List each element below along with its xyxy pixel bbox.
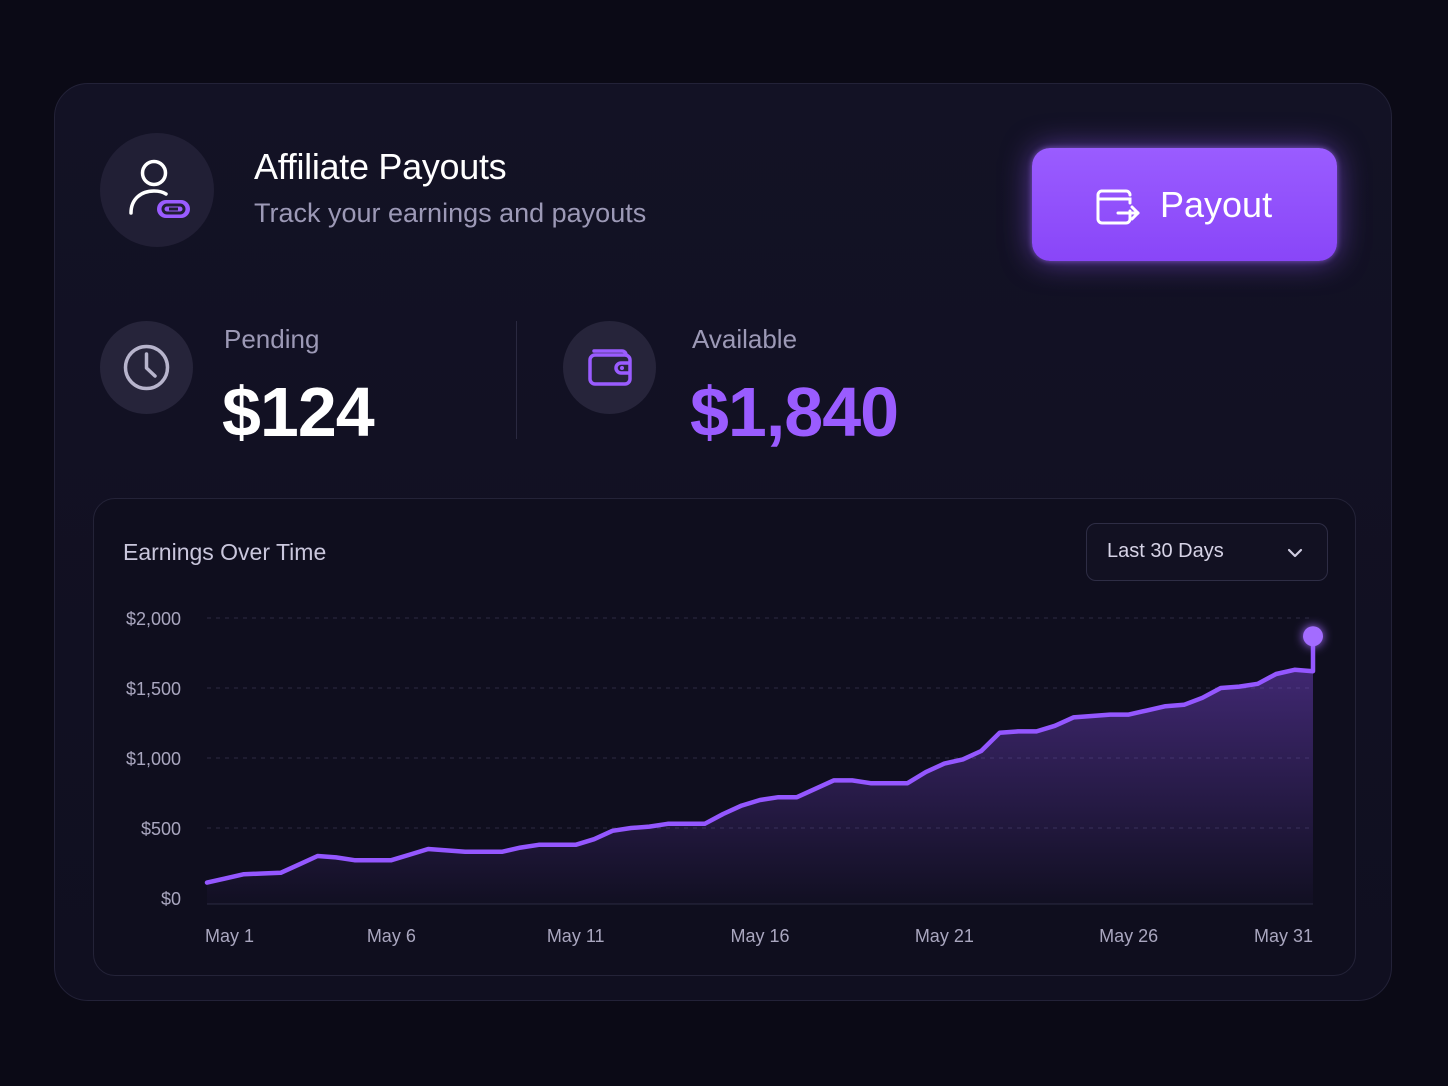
wallet-transfer-icon <box>1096 189 1140 225</box>
wallet-icon <box>588 349 632 386</box>
avatar <box>100 133 214 247</box>
x-tick-label: May 16 <box>730 926 789 946</box>
available-label: Available <box>692 324 798 354</box>
x-tick-label: May 31 <box>1254 926 1313 946</box>
series-line <box>204 633 1316 885</box>
y-tick-label: $0 <box>161 889 181 909</box>
y-tick-label: $500 <box>141 819 181 839</box>
endpoint-marker <box>1303 626 1323 647</box>
x-tick-label: May 26 <box>1099 926 1158 946</box>
affiliate-payouts-card: Affiliate Payouts Track your earnings an… <box>54 83 1392 1001</box>
x-tick-label: May 21 <box>915 926 974 946</box>
pending-icon-badge <box>100 321 193 414</box>
payout-button[interactable]: Payout <box>1032 148 1337 261</box>
x-tick-label: May 1 <box>205 926 254 946</box>
available-value: $1,840 <box>690 373 899 451</box>
pending-value: $124 <box>222 373 375 451</box>
page-subtitle: Track your earnings and payouts <box>254 198 647 228</box>
date-range-select[interactable]: Last 30 Days <box>1086 523 1328 581</box>
y-tick-label: $2,000 <box>126 609 181 629</box>
user-link-icon <box>129 159 190 218</box>
chart-title: Earnings Over Time <box>123 539 327 565</box>
pending-label: Pending <box>224 324 320 354</box>
x-tick-label: May 11 <box>547 926 605 946</box>
date-range-value: Last 30 Days <box>1107 540 1224 562</box>
earnings-chart: $0 $500 $1,000 $1,500 $2,000 May 1 May 6 May 11… <box>126 609 1323 946</box>
available-icon-badge <box>563 321 656 414</box>
stat-divider <box>516 321 517 439</box>
y-tick-label: $1,000 <box>126 749 181 769</box>
clock-icon <box>123 344 170 391</box>
x-tick-label: May 6 <box>367 926 416 946</box>
series-area <box>207 636 1313 904</box>
payout-button-label: Payout <box>1160 184 1273 225</box>
y-tick-label: $1,500 <box>126 679 181 699</box>
chevron-down-icon <box>1287 548 1303 558</box>
page-title: Affiliate Payouts <box>254 146 507 187</box>
earnings-chart-panel: $0 $500 $1,000 $1,500 $2,000 May 1 May 6 May 11… <box>93 498 1356 976</box>
